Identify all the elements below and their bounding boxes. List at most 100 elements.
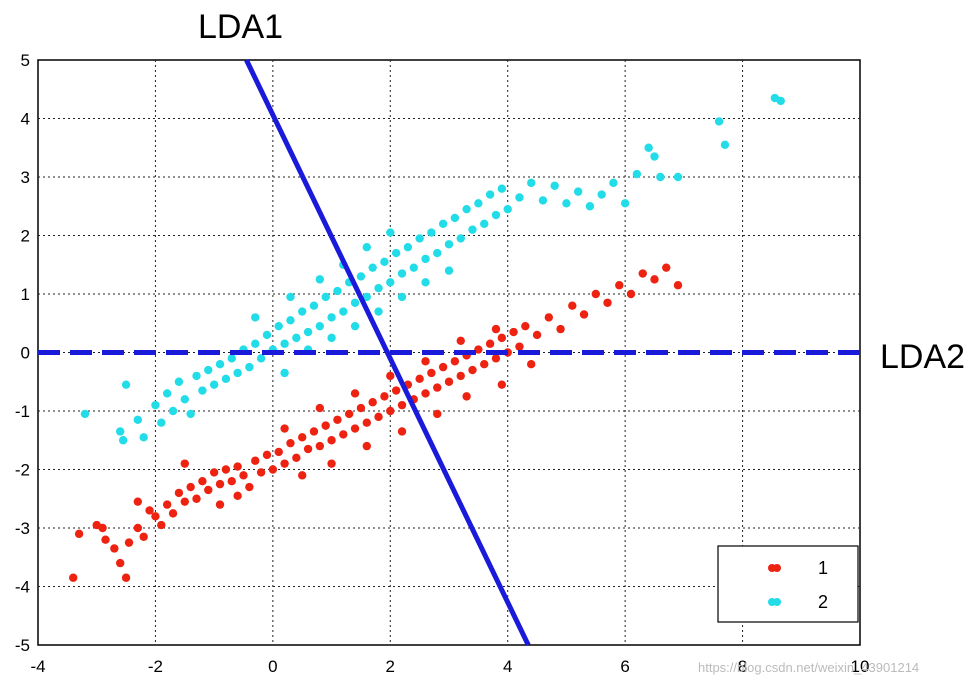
data-point-series-2 xyxy=(433,248,442,258)
data-point-series-1 xyxy=(356,403,366,413)
data-point-series-1 xyxy=(626,289,636,299)
data-point-series-2 xyxy=(315,321,325,331)
data-point-series-1 xyxy=(350,389,360,398)
data-point-series-1 xyxy=(421,357,430,366)
data-point-series-2 xyxy=(139,433,148,442)
data-point-series-2 xyxy=(444,240,454,249)
x-tick-label: 4 xyxy=(503,657,512,676)
data-point-series-2 xyxy=(186,409,195,419)
data-point-series-2 xyxy=(620,199,630,208)
data-point-series-2 xyxy=(550,181,559,190)
data-point-series-1 xyxy=(438,362,448,372)
data-point-series-1 xyxy=(362,418,371,427)
series-1-group xyxy=(69,263,683,582)
data-point-series-2 xyxy=(192,371,201,381)
data-point-series-1 xyxy=(532,330,542,340)
data-point-series-1 xyxy=(480,360,489,369)
data-point-series-1 xyxy=(286,438,295,448)
data-point-series-2 xyxy=(409,263,418,272)
data-point-series-1 xyxy=(456,371,465,381)
data-point-series-1 xyxy=(180,459,189,468)
data-point-series-1 xyxy=(121,573,131,582)
data-point-series-2 xyxy=(274,321,283,331)
data-point-series-1 xyxy=(215,479,225,489)
data-point-series-1 xyxy=(397,427,407,436)
data-point-series-1 xyxy=(462,392,471,401)
data-point-series-1 xyxy=(391,386,401,395)
data-point-series-1 xyxy=(368,398,377,407)
data-point-series-2 xyxy=(632,169,642,179)
data-point-series-1 xyxy=(198,477,207,486)
y-tick-label: 4 xyxy=(21,110,30,129)
data-point-series-1 xyxy=(474,345,483,354)
data-point-series-2 xyxy=(462,204,471,214)
data-point-series-1 xyxy=(497,380,507,389)
data-point-series-2 xyxy=(286,292,295,302)
data-point-series-2 xyxy=(597,190,606,199)
x-tick-label: 2 xyxy=(386,657,395,676)
data-point-series-2 xyxy=(386,278,395,287)
data-point-series-2 xyxy=(585,202,595,211)
data-point-series-1 xyxy=(233,491,242,501)
data-point-series-2 xyxy=(714,117,724,126)
legend-marker-2b xyxy=(773,598,781,606)
data-point-series-1 xyxy=(221,465,231,474)
data-point-series-2 xyxy=(162,389,172,398)
data-point-series-1 xyxy=(145,506,154,515)
y-tick-labels: 5 4 3 2 1 0 -1 -2 -3 -4 -5 xyxy=(15,51,30,655)
data-point-series-2 xyxy=(180,395,189,404)
data-point-series-1 xyxy=(168,509,178,518)
data-point-series-1 xyxy=(427,368,436,378)
data-point-series-1 xyxy=(374,412,383,422)
data-point-series-2 xyxy=(303,327,313,337)
data-point-series-2 xyxy=(538,196,548,205)
data-point-series-2 xyxy=(227,354,236,363)
data-point-series-2 xyxy=(245,362,254,372)
data-point-series-2 xyxy=(480,219,489,228)
y-tick-label: -5 xyxy=(15,636,30,655)
data-point-series-1 xyxy=(280,424,289,433)
data-point-series-1 xyxy=(209,468,219,477)
data-point-series-1 xyxy=(568,301,577,310)
legend: 1 2 xyxy=(717,545,859,623)
data-point-series-2 xyxy=(515,193,524,202)
data-point-series-1 xyxy=(239,471,248,480)
data-point-series-2 xyxy=(256,354,266,363)
data-point-series-2 xyxy=(157,418,166,427)
data-point-series-1 xyxy=(509,327,518,337)
data-point-series-1 xyxy=(673,281,683,290)
data-point-series-1 xyxy=(615,281,624,290)
data-point-series-2 xyxy=(309,301,319,310)
data-point-series-2 xyxy=(356,272,366,281)
data-point-series-1 xyxy=(69,573,78,582)
data-point-series-1 xyxy=(274,447,283,457)
data-point-series-1 xyxy=(298,471,307,480)
data-point-series-2 xyxy=(333,286,342,296)
legend-label-1: 1 xyxy=(818,558,828,578)
data-point-series-1 xyxy=(333,415,342,424)
data-point-series-2 xyxy=(374,307,383,316)
legend-marker-1b xyxy=(773,564,781,572)
data-point-series-1 xyxy=(180,497,189,506)
data-point-series-2 xyxy=(262,330,272,340)
data-point-series-1 xyxy=(309,427,319,436)
x-tick-label: 6 xyxy=(620,657,629,676)
data-point-series-2 xyxy=(474,199,483,208)
data-point-series-1 xyxy=(515,342,524,351)
data-point-series-1 xyxy=(662,263,671,272)
data-point-series-1 xyxy=(321,421,330,430)
data-point-series-1 xyxy=(327,459,336,468)
data-point-series-2 xyxy=(280,368,289,378)
data-point-series-2 xyxy=(720,140,730,150)
series-2-group xyxy=(80,93,785,445)
data-point-series-2 xyxy=(362,292,371,302)
data-point-series-1 xyxy=(315,441,325,451)
data-point-series-2 xyxy=(168,406,178,416)
data-point-series-2 xyxy=(280,339,289,348)
x-tick-label: 8 xyxy=(738,657,747,676)
data-point-series-2 xyxy=(456,234,465,243)
x-tick-label: -4 xyxy=(30,657,45,676)
data-point-series-2 xyxy=(415,234,424,243)
data-point-series-1 xyxy=(591,289,600,299)
data-point-series-1 xyxy=(204,485,213,495)
